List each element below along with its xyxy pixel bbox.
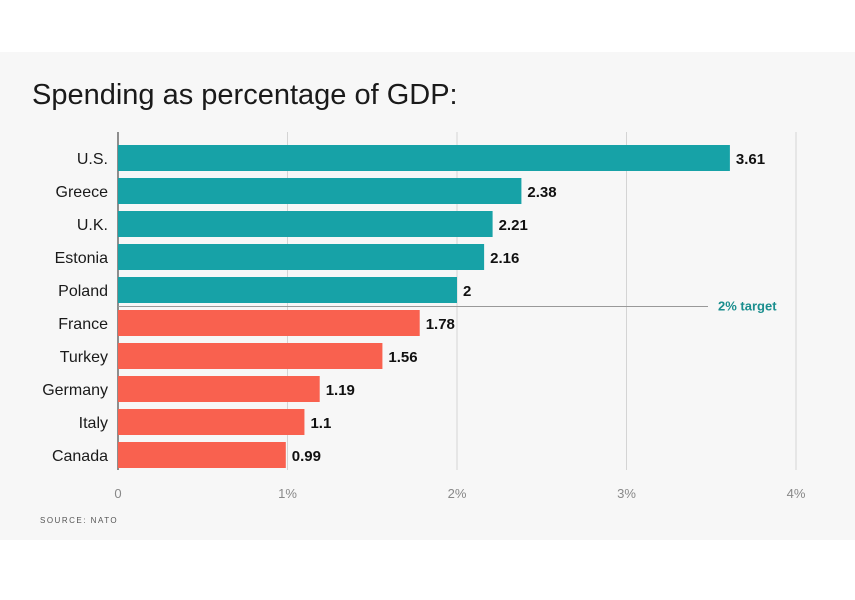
category-label: Estonia (55, 250, 108, 267)
category-label: U.K. (77, 217, 108, 234)
bar (118, 277, 457, 303)
bar (118, 376, 320, 402)
value-label: 1.78 (426, 316, 455, 333)
target-label: 2% target (718, 299, 777, 314)
category-label: Poland (58, 283, 108, 300)
value-label: 2.38 (527, 184, 556, 201)
value-label: 1.19 (326, 382, 355, 399)
value-label: 1.56 (388, 349, 417, 366)
bar (118, 244, 485, 270)
value-label: 3.61 (736, 151, 765, 168)
category-label: U.S. (77, 151, 108, 168)
category-label: Greece (56, 184, 109, 201)
bar (118, 409, 305, 435)
x-tick-label: 0 (114, 486, 121, 501)
value-label: 2.21 (499, 217, 528, 234)
chart-title: Spending as percentage of GDP: (32, 79, 458, 111)
x-tick-label: 2% (448, 486, 467, 501)
category-label: Italy (79, 415, 108, 432)
category-label: Germany (42, 382, 108, 399)
x-tick-label: 4% (787, 486, 806, 501)
value-label: 2.16 (490, 250, 519, 267)
category-label: Canada (52, 448, 108, 465)
bar (118, 442, 286, 468)
bar (118, 343, 383, 369)
x-tick-label: 1% (278, 486, 297, 501)
category-label: France (58, 316, 108, 333)
value-label: 0.99 (292, 448, 321, 465)
bar (118, 145, 730, 171)
category-label: Turkey (60, 349, 108, 366)
bar (118, 211, 493, 237)
value-label: 1.1 (310, 415, 331, 432)
value-label: 2 (463, 283, 471, 300)
bar (118, 178, 522, 204)
bar (118, 310, 420, 336)
x-tick-label: 3% (617, 486, 636, 501)
source-note: SOURCE: NATO (40, 516, 119, 525)
